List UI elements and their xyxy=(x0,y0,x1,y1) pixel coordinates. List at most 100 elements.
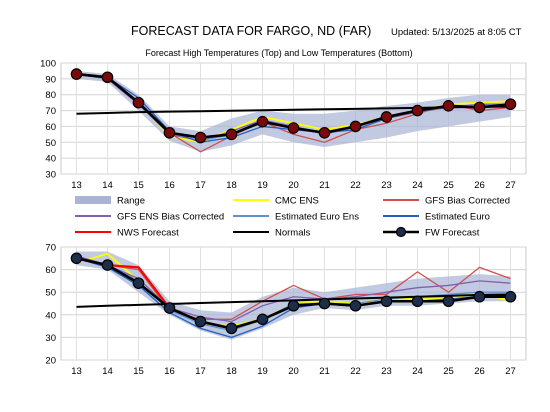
legend-item-normals: Normals xyxy=(233,228,311,239)
legend-label: FW Forecast xyxy=(425,228,480,239)
high-x-tick-label: 27 xyxy=(505,180,516,191)
high-x-tick-label: 19 xyxy=(257,180,268,191)
high-x-tick-label: 17 xyxy=(195,180,206,191)
low-fw-forecast-point xyxy=(473,290,486,303)
high-y-tick-label: 80 xyxy=(45,90,56,101)
legend-marker xyxy=(395,226,407,238)
low-fw-forecast-point xyxy=(411,295,424,308)
low-fw-forecast-point xyxy=(349,299,362,312)
low-x-tick-label: 24 xyxy=(412,366,423,377)
low-y-tick-label: 30 xyxy=(45,333,56,344)
high-fw-forecast-point xyxy=(411,104,424,117)
low-x-tick-label: 13 xyxy=(71,366,82,377)
high-x-tick-label: 14 xyxy=(102,180,113,191)
high-fw-forecast-point xyxy=(70,68,83,80)
legend-item-estimated-euro-ens: Estimated Euro Ens xyxy=(233,212,359,223)
page-title: FORECAST DATA FOR FARGO, ND (FAR) xyxy=(131,24,371,38)
high-x-tick-label: 15 xyxy=(133,180,144,191)
low-x-tick-label: 17 xyxy=(195,366,206,377)
high-range-band xyxy=(76,70,511,152)
low-fw-forecast-point xyxy=(318,297,331,310)
low-x-tick-label: 15 xyxy=(133,366,144,377)
high-temperature-chart: 30 40 50 60 70 80 90 100 13 14 15 16 17 18 19 20 21 22 23 2… xyxy=(40,59,527,191)
legend-swatch xyxy=(75,196,111,204)
high-fw-forecast-point xyxy=(473,101,486,114)
high-x-tick-label: 20 xyxy=(288,180,299,191)
low-x-tick-label: 14 xyxy=(102,366,113,377)
high-x-tick-label: 23 xyxy=(381,180,392,191)
low-x-tick-label: 22 xyxy=(350,366,361,377)
high-fw-forecast-point xyxy=(132,96,145,109)
high-fw-forecast-point xyxy=(318,126,331,139)
low-x-tick-label: 25 xyxy=(443,366,454,377)
low-fw-forecast-point xyxy=(442,295,455,308)
chart-subtitle: Forecast High Temperatures (Top) and Low… xyxy=(145,48,412,58)
high-fw-forecast-point xyxy=(256,115,269,128)
low-x-tick-label: 26 xyxy=(474,366,485,377)
legend-label: GFS Bias Corrected xyxy=(425,196,510,207)
low-fw-forecast-point xyxy=(380,295,393,308)
legend-item-nws-forecast: NWS Forecast xyxy=(75,228,179,239)
low-fw-forecast-point xyxy=(256,313,269,326)
high-x-tick-label: 18 xyxy=(226,180,237,191)
high-x-tick-label: 25 xyxy=(443,180,454,191)
high-fw-forecast-point xyxy=(287,122,300,134)
legend-label: Normals xyxy=(275,228,311,239)
high-y-tick-label: 30 xyxy=(45,170,56,181)
low-fw-forecast-point xyxy=(163,302,176,314)
high-y-tick-label: 60 xyxy=(45,122,56,133)
high-y-tick-label: 90 xyxy=(45,74,56,85)
legend-item-cmc-ens: CMC ENS xyxy=(233,196,319,207)
legend-item-gfs-ens-bias-corrected: GFS ENS Bias Corrected xyxy=(75,212,224,223)
high-x-tick-label: 24 xyxy=(412,180,423,191)
high-fw-forecast-point xyxy=(442,100,455,112)
low-fw-forecast-point xyxy=(194,315,207,328)
high-fw-forecast-point xyxy=(194,131,207,144)
low-fw-forecast-point xyxy=(70,252,83,265)
updated-timestamp: Updated: 5/13/2025 at 8:05 CT xyxy=(391,27,522,38)
high-fw-forecast-point xyxy=(504,98,517,111)
high-x-tick-label: 21 xyxy=(319,180,330,191)
low-fw-forecast-point xyxy=(287,299,300,312)
high-fw-forecast-point xyxy=(101,71,114,84)
low-y-tick-label: 60 xyxy=(45,265,56,276)
low-x-tick-label: 19 xyxy=(257,366,268,377)
low-temperature-chart: 20 30 40 50 60 70 13 14 15 16 17 18 19 20 21 22 23 24 25 26… xyxy=(45,243,527,377)
low-y-tick-label: 20 xyxy=(45,356,56,367)
legend-label: Estimated Euro Ens xyxy=(275,212,359,223)
low-fw-forecast-point xyxy=(504,290,517,303)
legend-item-fw-forecast: FW Forecast xyxy=(383,226,480,239)
low-fw-forecast-point xyxy=(101,259,114,271)
high-x-tick-label: 22 xyxy=(350,180,361,191)
high-y-tick-label: 100 xyxy=(40,59,56,70)
chart-legend: Range CMC ENS GFS Bias Corrected GFS ENS Bi… xyxy=(75,196,510,239)
legend-label: CMC ENS xyxy=(275,196,319,207)
high-y-tick-label: 40 xyxy=(45,154,56,165)
high-fw-forecast-point xyxy=(163,126,176,139)
high-x-tick-label: 16 xyxy=(164,180,175,191)
legend-label: Estimated Euro xyxy=(425,212,490,223)
low-x-tick-label: 18 xyxy=(226,366,237,377)
low-y-tick-label: 40 xyxy=(45,310,56,321)
legend-label: GFS ENS Bias Corrected xyxy=(117,212,224,223)
low-x-tick-label: 21 xyxy=(319,366,330,377)
low-x-tick-label: 27 xyxy=(505,366,516,377)
low-x-tick-label: 16 xyxy=(164,366,175,377)
high-fw-forecast-point xyxy=(349,120,362,133)
low-fw-forecast-point xyxy=(132,277,145,289)
legend-item-range: Range xyxy=(75,196,145,207)
legend-item-estimated-euro: Estimated Euro xyxy=(383,212,490,223)
low-x-tick-label: 23 xyxy=(381,366,392,377)
low-series-gfs-bias-corrected xyxy=(76,255,511,320)
legend-label: NWS Forecast xyxy=(117,228,179,239)
legend-label: Range xyxy=(117,196,145,207)
low-series-gfs-ens-bias-corrected xyxy=(76,255,511,323)
legend-item-gfs-bias-corrected: GFS Bias Corrected xyxy=(383,196,510,207)
high-y-tick-label: 50 xyxy=(45,138,56,149)
low-fw-forecast-point xyxy=(225,322,238,335)
high-fw-forecast-point xyxy=(225,128,238,141)
low-y-tick-label: 50 xyxy=(45,288,56,299)
low-x-tick-label: 20 xyxy=(288,366,299,377)
